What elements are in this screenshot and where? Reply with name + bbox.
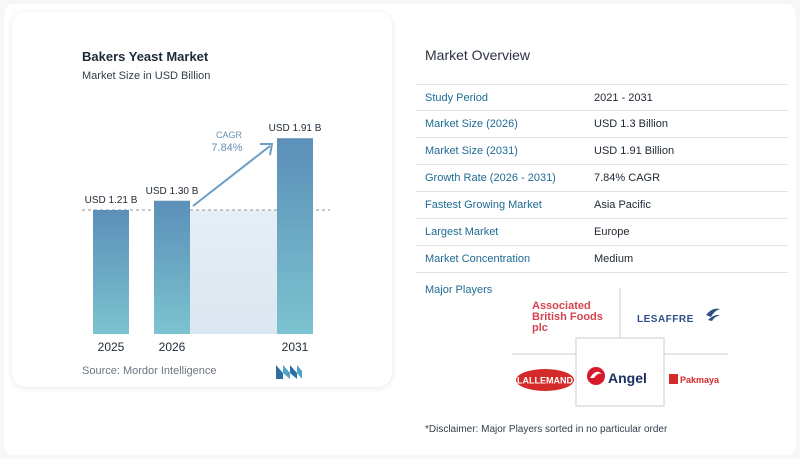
disclaimer-text: *Disclaimer: Major Players sorted in no … xyxy=(425,424,668,435)
cagr-arrow-head xyxy=(260,143,274,156)
svg-text:Associated: Associated xyxy=(532,300,591,312)
overview-label: Growth Rate (2026 - 2031) xyxy=(425,172,556,184)
lallemand-logo: LALLEMAND xyxy=(516,369,574,391)
overview-value: USD 1.3 Billion xyxy=(594,118,668,130)
svg-text:Pakmaya: Pakmaya xyxy=(680,375,720,385)
angel-logo: Angel xyxy=(587,367,647,386)
bar-value-label: USD 1.21 B xyxy=(85,195,138,206)
overview-value: 2021 - 2031 xyxy=(594,92,653,104)
cagr-value: 7.84% xyxy=(211,142,242,154)
growth-shade xyxy=(190,209,277,334)
svg-text:Angel: Angel xyxy=(608,370,647,386)
overview-row: Largest Market Europe xyxy=(416,219,788,246)
major-players-logos: Associated British Foods plc LESAFFRE LA… xyxy=(512,288,728,407)
overview-row: Market Concentration Medium xyxy=(416,246,788,273)
overview-label: Fastest Growing Market xyxy=(425,199,542,211)
overview-value: Asia Pacific xyxy=(594,199,651,211)
svg-text:plc: plc xyxy=(532,322,548,334)
x-tick-label: 2025 xyxy=(98,340,125,354)
overview-row: Study Period 2021 - 2031 xyxy=(416,84,788,111)
overview-row: Fastest Growing Market Asia Pacific xyxy=(416,192,788,219)
chart-subtitle: Market Size in USD Billion xyxy=(82,70,211,82)
pakmaya-logo: Pakmaya xyxy=(669,374,720,385)
lesaffre-logo: LESAFFRE xyxy=(637,308,720,325)
overview-row: Growth Rate (2026 - 2031) 7.84% CAGR xyxy=(416,165,788,192)
svg-text:British Foods: British Foods xyxy=(532,311,603,323)
bar-chart: USD 1.21 B 2025 USD 1.30 B 2026 USD 1.91 B 20… xyxy=(82,123,330,354)
x-tick-label: 2026 xyxy=(159,340,186,354)
associated-british-foods-logo: Associated British Foods plc xyxy=(532,300,603,334)
overview-label: Market Concentration xyxy=(425,253,531,265)
overview-label: Market Size (2026) xyxy=(425,118,518,130)
market-overview-title: Market Overview xyxy=(425,47,531,63)
overview-label: Study Period xyxy=(425,92,488,104)
chart-title: Bakers Yeast Market xyxy=(82,49,209,64)
cagr-arrow xyxy=(192,145,271,207)
overview-label: Largest Market xyxy=(425,226,499,238)
svg-text:LALLEMAND: LALLEMAND xyxy=(517,376,573,386)
x-tick-label: 2031 xyxy=(282,340,309,354)
overview-label: Market Size (2031) xyxy=(425,145,518,157)
overview-value: Medium xyxy=(594,253,634,265)
overview-value: Europe xyxy=(594,226,630,238)
svg-text:LESAFFRE: LESAFFRE xyxy=(637,314,694,325)
bar-2025 xyxy=(93,209,129,334)
bar-2031 xyxy=(277,138,313,334)
major-players-title: Major Players xyxy=(425,284,493,296)
overview-row: Market Size (2026) USD 1.3 Billion xyxy=(416,111,788,138)
mordor-intelligence-logo xyxy=(276,365,302,379)
bar-value-label: USD 1.30 B xyxy=(146,186,199,197)
overview-value: 7.84% CAGR xyxy=(594,172,661,184)
cagr-label: CAGR xyxy=(216,130,243,140)
overview-value: USD 1.91 Billion xyxy=(594,145,675,157)
chart-source: Source: Mordor Intelligence xyxy=(82,365,217,377)
market-overview-table: Study Period 2021 - 2031 Market Size (2026… xyxy=(416,84,788,273)
bar-value-label: USD 1.91 B xyxy=(269,123,322,134)
overview-row: Market Size (2031) USD 1.91 Billion xyxy=(416,138,788,165)
bar-2026 xyxy=(154,200,190,334)
